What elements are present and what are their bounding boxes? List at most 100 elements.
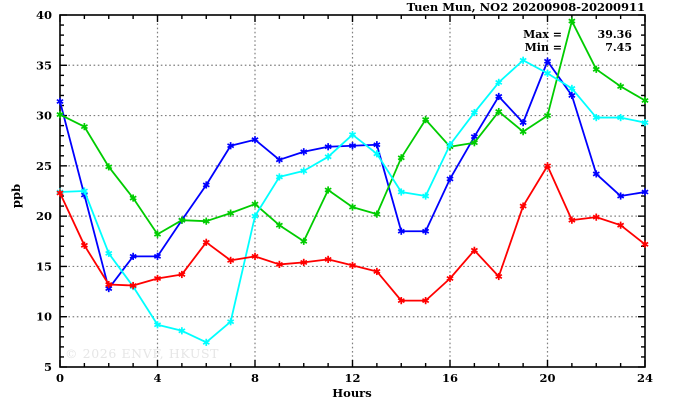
data-point-marker xyxy=(348,203,357,211)
data-point-marker xyxy=(300,258,308,267)
chart-title: Tuen Mun, NO2 20200908-20200911 xyxy=(407,0,645,14)
data-point-marker xyxy=(495,107,503,116)
data-series xyxy=(56,17,649,245)
data-point-marker xyxy=(275,221,283,229)
data-point-marker xyxy=(324,153,332,161)
y-tick-label: 15 xyxy=(36,259,52,273)
data-point-marker xyxy=(153,274,162,283)
max-value: 39.36 xyxy=(598,28,633,41)
data-point-marker xyxy=(422,192,430,200)
x-tick-labels: 0 4 8 12 16 20 24 xyxy=(56,371,653,385)
data-point-marker xyxy=(543,162,552,170)
data-point-marker xyxy=(543,69,552,77)
data-point-marker xyxy=(227,142,235,150)
data-series xyxy=(56,56,649,346)
y-tick-label: 35 xyxy=(36,58,52,72)
data-point-marker xyxy=(519,119,527,127)
data-point-marker xyxy=(641,96,649,105)
data-point-marker xyxy=(153,252,162,260)
data-point-marker xyxy=(202,338,210,346)
data-point-marker xyxy=(105,249,113,257)
data-point-marker xyxy=(641,240,649,248)
data-point-marker xyxy=(617,113,625,122)
x-tick-label: 8 xyxy=(251,371,259,385)
data-point-marker xyxy=(446,175,454,183)
data-point-marker xyxy=(129,194,137,202)
data-point-marker xyxy=(275,173,283,181)
data-point-marker xyxy=(446,141,454,149)
data-point-marker xyxy=(617,192,625,200)
data-point-marker xyxy=(251,136,259,144)
data-point-marker xyxy=(470,108,478,117)
max-label: Max = xyxy=(523,28,562,41)
x-tick-label: 20 xyxy=(539,371,555,385)
data-point-marker xyxy=(348,261,357,270)
data-point-marker xyxy=(227,256,235,264)
data-point-marker xyxy=(641,188,649,196)
data-point-marker xyxy=(105,280,113,289)
data-point-marker xyxy=(202,217,210,225)
data-point-marker xyxy=(105,163,113,171)
x-tick-label: 4 xyxy=(153,371,161,385)
data-point-marker xyxy=(56,97,64,106)
min-value: 7.45 xyxy=(605,41,632,54)
data-point-marker xyxy=(275,260,283,269)
data-point-marker xyxy=(129,252,137,260)
data-point-marker xyxy=(300,148,308,156)
data-point-marker xyxy=(470,139,478,147)
data-point-marker xyxy=(519,128,527,136)
data-point-marker xyxy=(373,267,381,276)
data-point-marker xyxy=(422,115,430,124)
data-point-marker xyxy=(592,113,600,122)
y-tick-label: 20 xyxy=(36,209,52,223)
min-label: Min = xyxy=(525,41,562,54)
data-point-marker xyxy=(178,216,186,224)
x-tick-label: 0 xyxy=(56,371,64,385)
data-point-marker xyxy=(324,255,332,263)
data-point-marker xyxy=(446,274,454,283)
data-point-marker xyxy=(178,327,186,335)
data-point-marker xyxy=(227,209,235,217)
data-point-marker xyxy=(373,210,381,218)
y-tick-label: 10 xyxy=(36,310,52,324)
data-point-marker xyxy=(80,187,88,195)
data-point-marker xyxy=(397,154,405,162)
data-point-marker xyxy=(543,111,552,120)
data-point-marker xyxy=(251,200,259,208)
data-point-marker xyxy=(300,167,308,175)
data-point-marker xyxy=(617,221,625,229)
data-point-marker xyxy=(348,142,357,150)
data-point-marker xyxy=(397,297,405,305)
data-point-marker xyxy=(56,110,64,119)
data-point-marker xyxy=(519,56,527,64)
data-point-marker xyxy=(568,216,576,224)
y-tick-label: 5 xyxy=(44,360,52,374)
data-point-marker xyxy=(568,91,576,100)
data-point-marker xyxy=(56,189,64,197)
x-tick-label: 16 xyxy=(442,371,458,385)
data-point-marker xyxy=(80,241,88,249)
data-point-marker xyxy=(373,150,381,158)
data-point-marker xyxy=(568,84,576,93)
data-point-marker xyxy=(275,156,283,164)
data-point-marker xyxy=(422,227,430,235)
data-point-marker xyxy=(617,82,625,91)
x-tick-label: 12 xyxy=(344,371,360,385)
x-tick-label: 24 xyxy=(637,371,653,385)
data-point-marker xyxy=(324,143,332,151)
data-series xyxy=(56,162,649,305)
y-tick-label: 40 xyxy=(36,8,52,22)
data-point-marker xyxy=(641,119,649,127)
data-point-marker xyxy=(592,65,600,73)
data-point-marker xyxy=(568,17,576,25)
data-point-marker xyxy=(80,123,88,131)
data-point-marker xyxy=(202,181,210,189)
data-point-marker xyxy=(495,92,503,101)
x-axis-label: Hours xyxy=(332,386,371,400)
y-tick-labels: 5 10 15 20 25 30 35 40 xyxy=(36,8,52,374)
data-point-marker xyxy=(495,78,503,86)
minmax-annotation: Max = 39.36 Min = 7.45 xyxy=(523,28,632,54)
